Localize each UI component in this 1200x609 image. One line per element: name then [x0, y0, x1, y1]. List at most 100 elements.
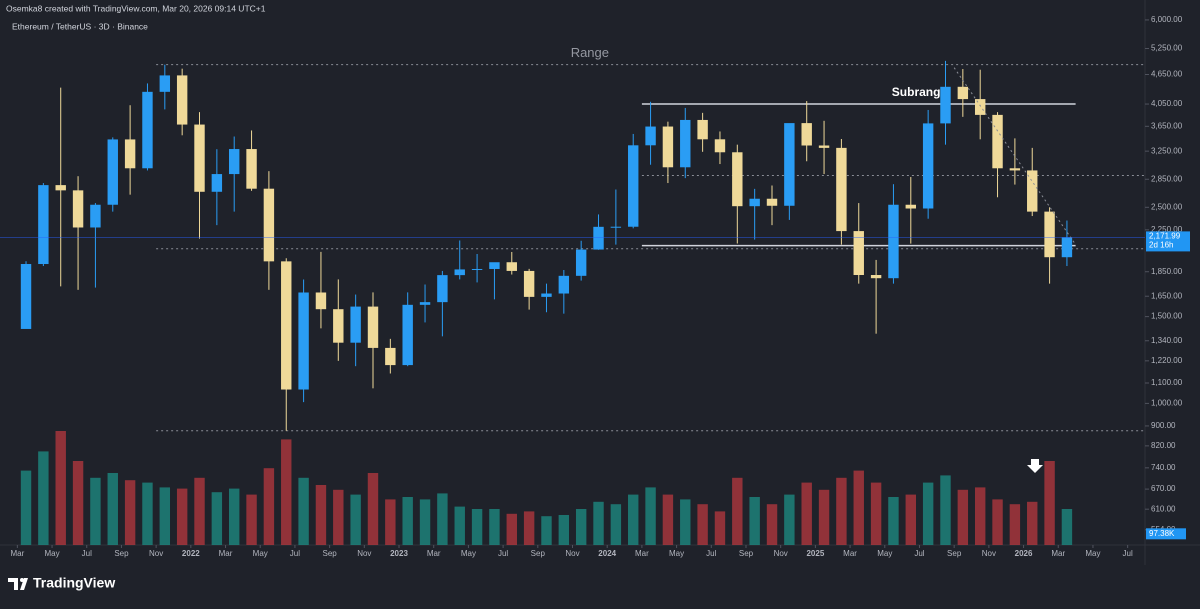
- y-tick-label: 740.00: [1151, 463, 1176, 472]
- candle-body: [1061, 237, 1073, 258]
- y-tick-label: 1,000.00: [1151, 399, 1183, 408]
- candle-body: [610, 226, 622, 228]
- volume-bar: [818, 489, 830, 545]
- candle-body: [784, 123, 795, 206]
- volume-bar: [437, 493, 448, 545]
- candle-body: [992, 114, 1003, 169]
- volume-bar: [107, 473, 118, 545]
- candle-body: [905, 204, 916, 209]
- y-tick-label: 1,850.00: [1151, 267, 1183, 276]
- candle-body: [263, 188, 275, 262]
- x-tick-label: Nov: [149, 549, 163, 558]
- candle-body: [437, 275, 448, 303]
- volume-bar: [714, 511, 726, 545]
- candle-body: [541, 293, 552, 297]
- volume-bar: [957, 489, 969, 545]
- y-tick-label: 900.00: [1151, 421, 1176, 430]
- last-price-label: 2,171.99: [1149, 232, 1181, 241]
- volume-bar: [350, 494, 361, 545]
- y-tick-label: 6,000.00: [1151, 15, 1183, 24]
- y-tick-label: 5,250.00: [1151, 44, 1183, 53]
- candle-body: [72, 190, 84, 228]
- volume-bar: [870, 482, 882, 545]
- candle-body: [662, 126, 674, 168]
- volume-bar: [749, 497, 760, 545]
- candle-body: [55, 185, 66, 191]
- volume-bar: [402, 497, 413, 545]
- x-tick-label: Sep: [739, 549, 754, 558]
- candle-body: [818, 145, 830, 148]
- x-tick-label: Mar: [843, 549, 857, 558]
- y-tick-label: 1,340.00: [1151, 336, 1183, 345]
- logo-dot: [20, 578, 24, 582]
- candle-body: [229, 149, 240, 175]
- candle-body: [402, 304, 413, 366]
- x-tick-label: May: [1085, 549, 1100, 558]
- volume-bar: [888, 497, 899, 545]
- candle-body: [38, 185, 49, 265]
- volume-bar: [853, 470, 864, 545]
- volume-bar: [367, 473, 379, 545]
- candle-body: [697, 119, 708, 140]
- countdown-label: 2d 16h: [1149, 241, 1173, 250]
- candle-body: [593, 226, 604, 250]
- volume-bar: [662, 494, 674, 545]
- volume-bar: [541, 516, 552, 545]
- candle-body: [870, 275, 882, 279]
- candle-body: [90, 204, 101, 228]
- volume-bar: [281, 439, 292, 545]
- candle-body: [714, 139, 726, 153]
- y-tick-label: 1,500.00: [1151, 312, 1183, 321]
- x-tick-label: Nov: [982, 549, 996, 558]
- candle-body: [385, 347, 396, 366]
- symbol-line: Ethereum / TetherUS · 3D · Binance: [12, 21, 148, 31]
- volume-bar: [194, 477, 205, 545]
- candle-body: [1027, 170, 1038, 212]
- x-tick-label: Sep: [323, 549, 338, 558]
- candle-body: [298, 292, 309, 390]
- candle-body: [628, 145, 639, 227]
- x-tick-label: Jul: [498, 549, 508, 558]
- candle-body: [888, 204, 899, 279]
- volume-bar: [1044, 461, 1055, 545]
- x-tick-label: Nov: [565, 549, 579, 558]
- x-tick-label: Mar: [1051, 549, 1065, 558]
- volume-bar: [628, 494, 639, 545]
- volume-bar: [1061, 509, 1073, 545]
- candle-body: [974, 99, 986, 115]
- candle-body: [957, 86, 969, 100]
- last-volume-box: [1146, 528, 1186, 540]
- candle-body: [194, 124, 205, 192]
- volume-bar: [610, 504, 622, 545]
- candle-body: [940, 86, 951, 124]
- candle-body: [766, 198, 778, 206]
- candle-body: [836, 147, 847, 232]
- volume-bar: [298, 477, 309, 545]
- volume-bar: [315, 485, 327, 545]
- candle-body: [471, 268, 483, 270]
- y-tick-label: 4,050.00: [1151, 99, 1183, 108]
- last-price-box: [1146, 231, 1190, 252]
- x-tick-label: Mar: [635, 549, 649, 558]
- candle-body: [281, 261, 292, 390]
- volume-bar: [645, 487, 656, 545]
- x-tick-label: May: [253, 549, 268, 558]
- candle-body: [20, 264, 32, 329]
- y-tick-label: 3,250.00: [1151, 146, 1183, 155]
- x-tick-label: May: [877, 549, 892, 558]
- y-tick-label: 1,650.00: [1151, 291, 1183, 300]
- candle-body: [211, 174, 223, 192]
- volume-bar: [419, 499, 431, 545]
- candle-body: [333, 309, 344, 343]
- level-label: Range: [571, 45, 609, 60]
- candle-body: [246, 149, 257, 189]
- y-tick-label: 2,250.00: [1151, 225, 1183, 234]
- volume-bar: [176, 488, 188, 545]
- x-tick-label: 2023: [390, 549, 408, 558]
- volume-bar: [523, 511, 535, 545]
- y-tick-label: 610.00: [1151, 504, 1176, 513]
- volume-bar: [1009, 504, 1021, 545]
- volume-bar: [124, 480, 136, 545]
